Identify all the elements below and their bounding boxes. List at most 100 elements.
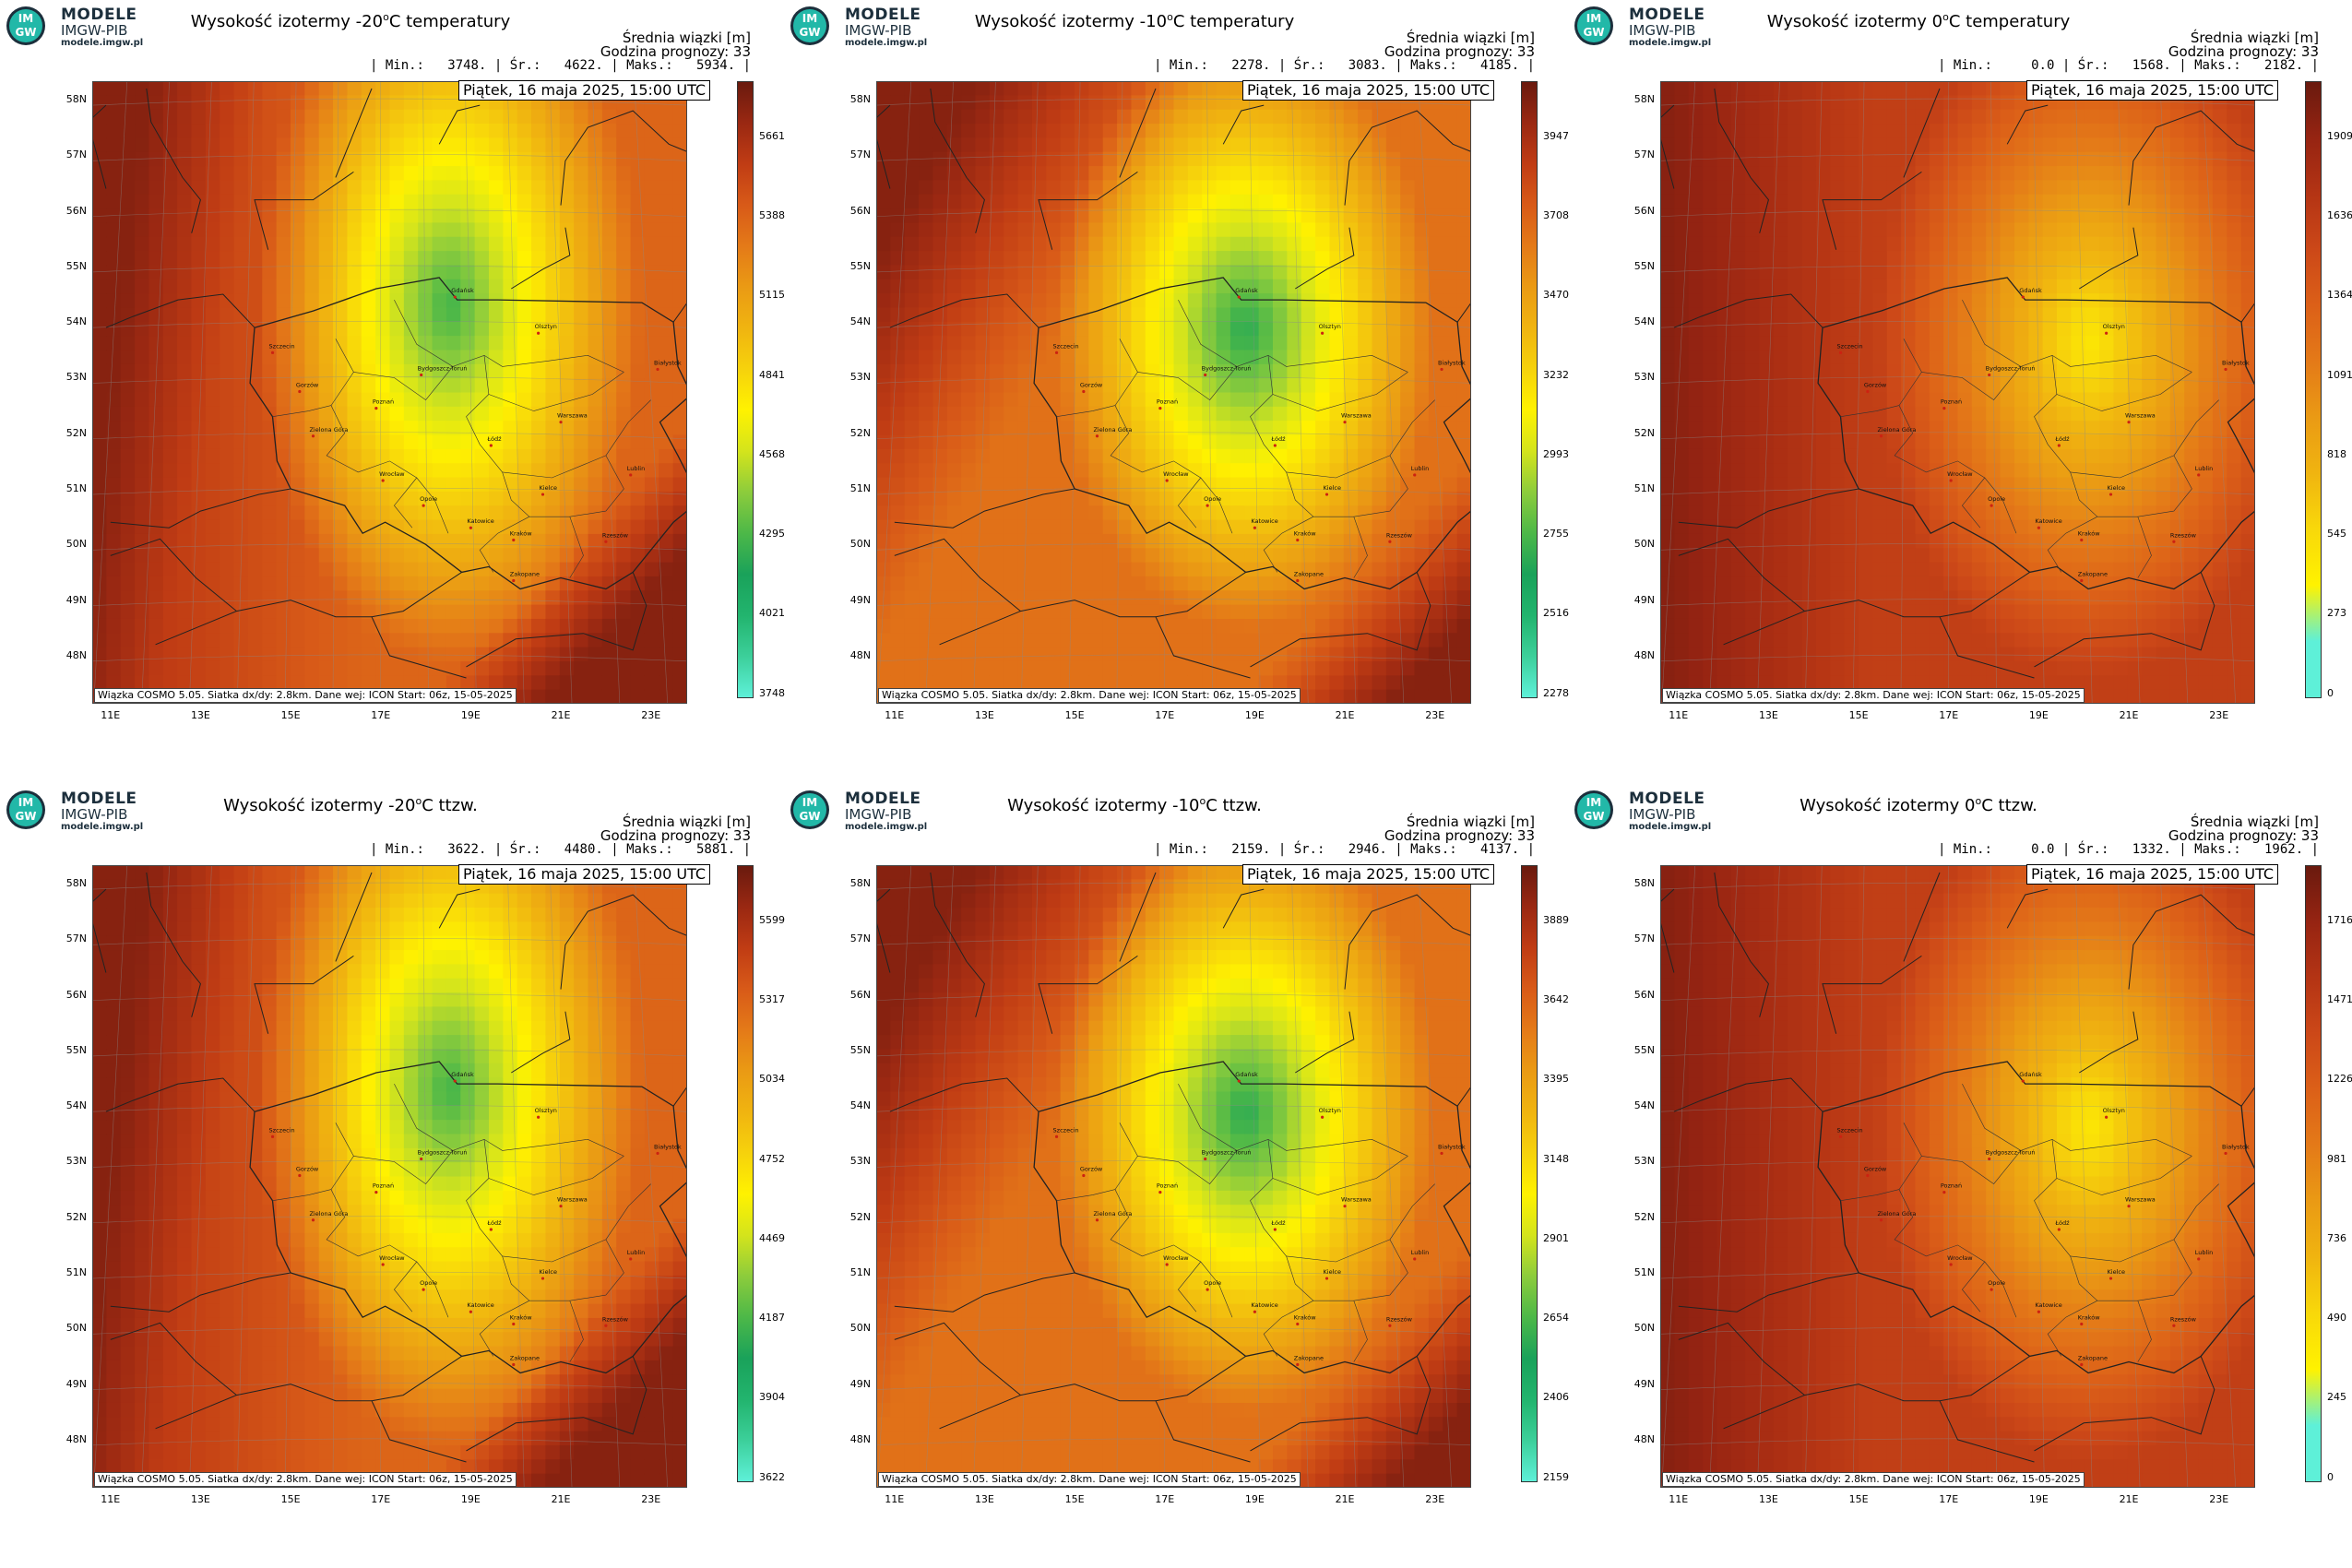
lat-tick-label: 50N xyxy=(65,538,87,551)
height-field xyxy=(92,865,687,1488)
forecast-hour: Godzina prognozy: 33 xyxy=(2168,43,2319,60)
city-label: Lublin xyxy=(1411,1249,1429,1256)
city-dot xyxy=(537,1115,540,1119)
forecast-hour: Godzina prognozy: 33 xyxy=(600,43,751,60)
lon-tick-label: 19E xyxy=(460,1493,481,1505)
logo-title: MODELE xyxy=(61,6,137,24)
colorbar-label: 736 xyxy=(2327,1231,2346,1244)
logo-url: modele.imgw.pl xyxy=(1629,821,1712,832)
height-field xyxy=(92,81,687,704)
map-panel: IM GW MODELE IMGW-PIB modele.imgw.pl Wys… xyxy=(0,784,785,1568)
forecast-date: Piątek, 16 maja 2025, 15:00 UTC xyxy=(1242,80,1495,101)
city-label: Katowice xyxy=(467,517,493,525)
city-label: Poznań xyxy=(1941,398,1962,406)
forecast-hour: Godzina prognozy: 33 xyxy=(1384,827,1535,844)
logo-subtitle: IMGW-PIB xyxy=(1629,21,1696,39)
lat-tick-label: 53N xyxy=(1633,371,1655,384)
country-borders xyxy=(1660,872,2255,1463)
forecast-date: Piątek, 16 maja 2025, 15:00 UTC xyxy=(1242,864,1495,885)
city-dot xyxy=(1942,407,1946,410)
city-label: Szczecin xyxy=(269,342,295,350)
city-label: Kielce xyxy=(540,484,557,492)
lat-tick-label: 53N xyxy=(849,1155,871,1168)
colorbar xyxy=(737,865,754,1482)
city-dot xyxy=(1158,407,1162,410)
city-dot xyxy=(629,473,633,477)
city-label: Lublin xyxy=(627,465,645,472)
city-dot xyxy=(1866,1173,1870,1178)
colorbar-label: 1091 xyxy=(2327,368,2352,381)
city-dot xyxy=(1082,1173,1086,1178)
graticule xyxy=(92,81,687,704)
city-label: Wrocław xyxy=(379,470,405,478)
city-dot xyxy=(1343,1205,1347,1208)
city-dot xyxy=(2172,540,2176,543)
city-label: Katowice xyxy=(2035,1301,2061,1309)
city-dot xyxy=(469,1310,472,1313)
colorbar-label: 981 xyxy=(2327,1152,2346,1165)
lat-tick-label: 52N xyxy=(65,1210,87,1223)
lon-tick-label: 11E xyxy=(1669,709,1689,721)
city-label: Kraków xyxy=(510,1313,532,1321)
lat-tick-label: 53N xyxy=(849,371,871,384)
lon-tick-label: 23E xyxy=(2209,1493,2229,1505)
svg-text:GW: GW xyxy=(15,26,36,39)
city-label: Łódź xyxy=(2054,1219,2070,1227)
lon-tick-label: 13E xyxy=(190,709,210,721)
city-label: Kielce xyxy=(1324,1268,1341,1276)
lat-tick-label: 48N xyxy=(849,648,871,661)
logo-title: MODELE xyxy=(1629,790,1705,808)
city-dot xyxy=(2037,1310,2040,1313)
map-panel: IM GW MODELE IMGW-PIB modele.imgw.pl Wys… xyxy=(1568,784,2352,1568)
city-dot xyxy=(2127,421,2131,424)
lon-tick-label: 17E xyxy=(371,709,391,721)
colorbar-label: 2159 xyxy=(1543,1470,1569,1483)
city-label: Kraków xyxy=(2078,529,2100,537)
colorbar-label: 2516 xyxy=(1543,607,1569,620)
city-dot xyxy=(422,504,425,507)
colorbar-label: 4187 xyxy=(759,1312,785,1324)
city-label: Szczecin xyxy=(1837,342,1863,350)
lat-tick-label: 50N xyxy=(1633,538,1655,551)
city-dot xyxy=(489,1228,493,1231)
forecast-map: Gdańsk Olsztyn Szczecin Bydgoszcz-Toruń Gorz… xyxy=(876,865,1471,1488)
city-dot xyxy=(2057,1228,2061,1231)
city-label: Gorzów xyxy=(1864,1166,1887,1173)
colorbar xyxy=(737,81,754,698)
city-dot xyxy=(656,1151,659,1156)
city-label: Białystok xyxy=(2222,359,2250,366)
city-label: Białystok xyxy=(2222,1143,2250,1150)
lat-tick-label: 57N xyxy=(1633,932,1655,945)
lon-tick-label: 13E xyxy=(974,1493,994,1505)
colorbar-label: 5034 xyxy=(759,1073,785,1086)
city-dot xyxy=(1204,373,1207,377)
stats-line: | Min.: 0.0 | Śr.: 1332. | Maks.: 1962. … xyxy=(1937,842,2319,857)
lon-tick-label: 17E xyxy=(1155,1493,1175,1505)
city-label: Zielona Góra xyxy=(309,1210,348,1218)
city-dot xyxy=(381,1263,385,1266)
city-label: Warszawa xyxy=(2125,412,2156,420)
lon-tick-label: 13E xyxy=(1758,709,1778,721)
city-label: Rzeszów xyxy=(1386,531,1413,539)
model-footnote: Wiązka COSMO 5.05. Siatka dx/dy: 2.8km. … xyxy=(94,688,517,703)
height-field xyxy=(1660,81,2255,704)
panel-title: Wysokość izotermy 0oC temperatury xyxy=(1766,11,2071,31)
city-dot xyxy=(453,1079,457,1083)
city-label: Katowice xyxy=(1251,1301,1277,1309)
city-dot xyxy=(1990,1288,1993,1291)
city-dot xyxy=(2021,1079,2025,1083)
colorbar-label: 4568 xyxy=(759,447,785,460)
city-dot xyxy=(2172,1324,2176,1327)
city-label: Olsztyn xyxy=(2103,1107,2125,1114)
city-label: Zakopane xyxy=(2078,570,2108,577)
lat-tick-label: 51N xyxy=(849,1266,871,1279)
imgw-logo-icon: IM GW xyxy=(790,790,829,829)
city-label: Łódź xyxy=(1270,435,1286,443)
lon-tick-label: 23E xyxy=(1425,709,1445,721)
lon-tick-label: 15E xyxy=(280,1493,301,1505)
city-dot xyxy=(1273,1228,1277,1231)
city-dot xyxy=(559,1205,563,1208)
lat-tick-label: 52N xyxy=(1633,426,1655,439)
logo-subtitle: IMGW-PIB xyxy=(845,805,912,823)
lat-tick-label: 49N xyxy=(1633,1377,1655,1390)
